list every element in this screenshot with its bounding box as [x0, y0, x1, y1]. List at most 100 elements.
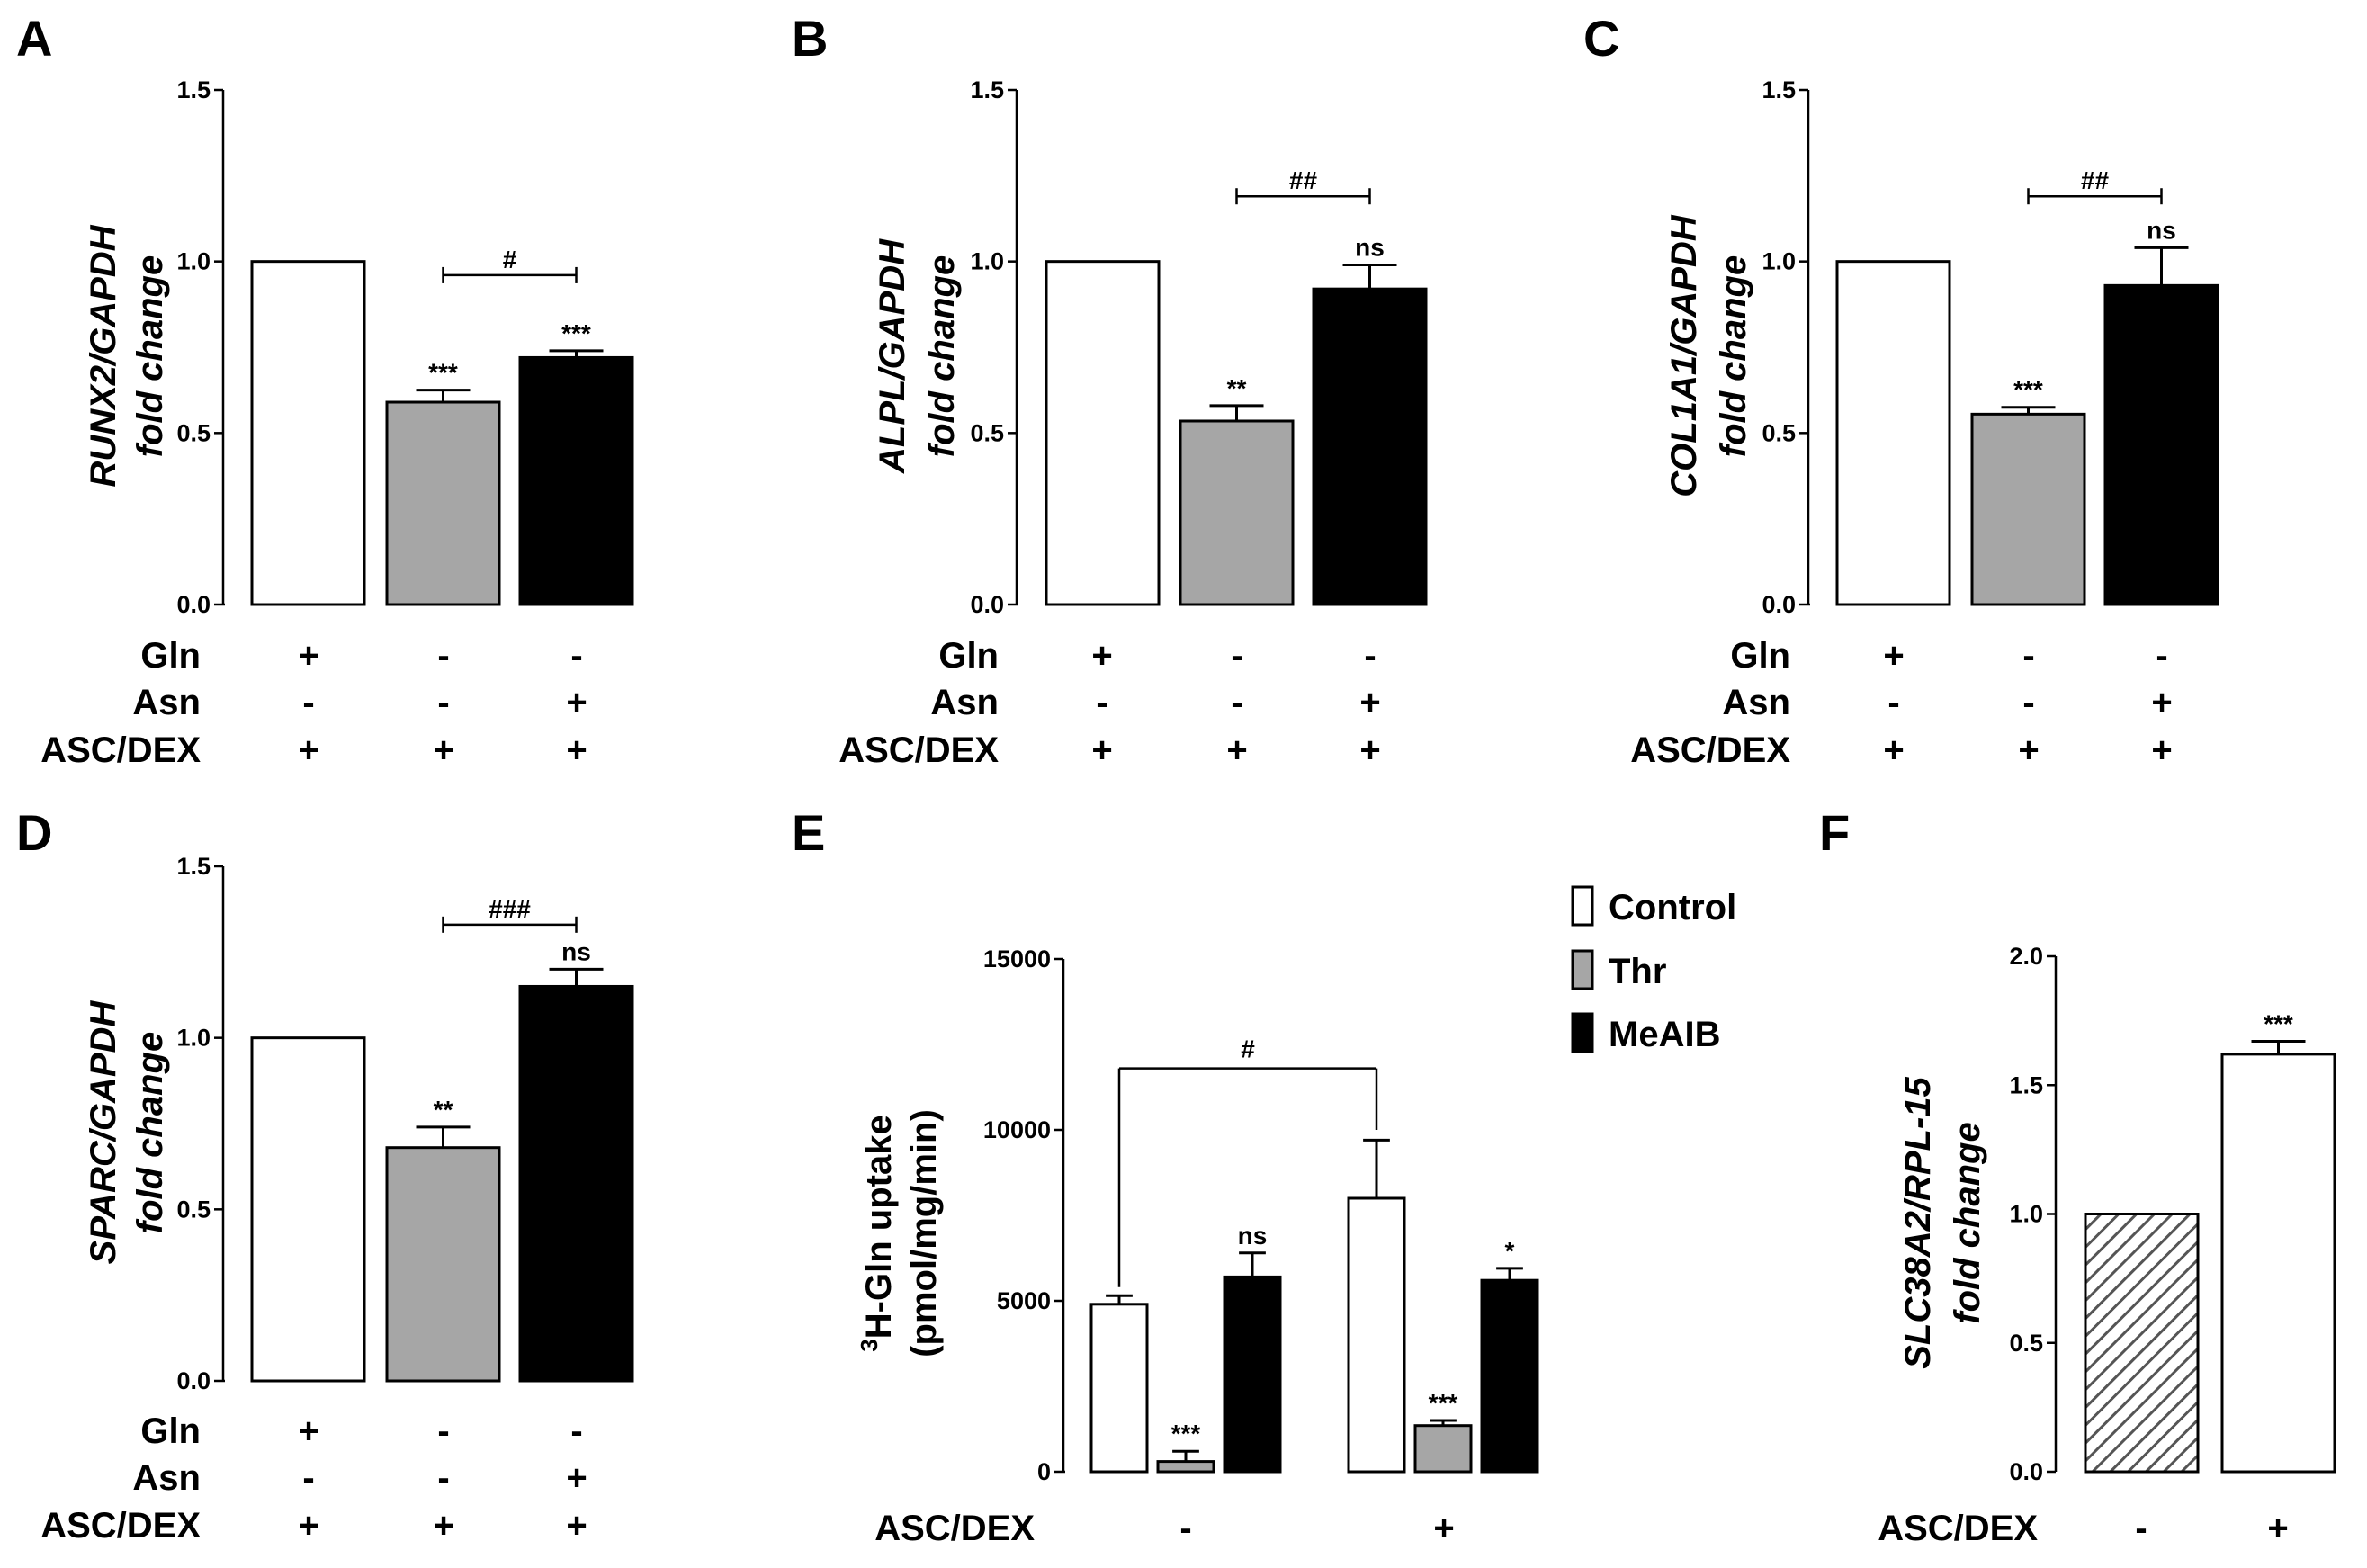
panel-e-y-tick-label: 0: [1037, 1458, 1051, 1485]
panel-d-condition-sign: -: [437, 1411, 449, 1451]
panel-e-group-label: -: [1179, 1509, 1191, 1548]
panel-e-legend-swatch: [1571, 885, 1594, 927]
panel-c-condition-sign: +: [2151, 683, 2172, 722]
panel-a-condition-sign: +: [566, 730, 587, 770]
panel-c-condition-label: Gln: [1730, 636, 1790, 676]
panel-d-significance-label: **: [434, 1096, 453, 1124]
panel-d-y-tick-label: 1.5: [176, 853, 211, 880]
panel-d-bar: [385, 1146, 501, 1383]
panel-e-label: E: [792, 804, 825, 861]
panel-e-thr-significance-label: ***: [1429, 1389, 1458, 1417]
panel-e-y-tick-label: 5000: [997, 1287, 1051, 1314]
panel-e-thr-significance-label: ***: [1171, 1420, 1201, 1447]
panel-b-bar: [1312, 287, 1428, 606]
panel-b-y-label-fold: fold change: [922, 255, 962, 457]
panel-e-y-label-text: H-Gln uptake: [859, 1115, 899, 1339]
panel-c-condition-sign: -: [1887, 683, 1899, 722]
panel-a-significance-label: ***: [428, 359, 458, 387]
panel-a-significance-label: ***: [561, 319, 591, 347]
panel-e-legend-label: MeAIB: [1609, 1015, 1720, 1054]
panel-b-y-tick-label: 1.0: [970, 248, 1004, 275]
panel-c-condition-label: ASC/DEX: [1630, 730, 1790, 770]
panel-d-label: D: [16, 804, 52, 861]
panel-d-condition-label: Gln: [140, 1411, 201, 1451]
panel-d-bar: [250, 1036, 366, 1383]
panel-d-condition-sign: +: [433, 1506, 453, 1546]
panel-a-bar: [385, 400, 501, 606]
panel-b-y-label-gene: ALPL/GAPDH: [873, 238, 912, 474]
panel-c-condition-label: Asn: [1722, 683, 1790, 722]
panel-c-significance-label: ns: [2147, 216, 2176, 244]
panel-a-bracket-label: #: [503, 246, 517, 273]
panel-a-condition-sign: -: [437, 683, 449, 722]
panel-b-condition-sign: +: [1091, 730, 1112, 770]
panel-e-meaib-significance-label: ns: [1238, 1222, 1268, 1250]
panel-f-x-sign: -: [2135, 1509, 2147, 1548]
panel-b-y-tick-label: 1.5: [970, 76, 1004, 103]
panel-f-label: F: [1819, 804, 1850, 861]
panel-f-y-tick-label: 0.5: [2009, 1330, 2043, 1357]
panel-b-condition-sign: -: [1096, 683, 1107, 722]
panel-a-y-tick-label: 1.0: [176, 248, 211, 275]
panel-b-condition-label: Asn: [930, 683, 999, 722]
panel-d-significance-label: ns: [561, 937, 591, 965]
panel-e-control-bar: [1089, 1303, 1149, 1474]
panel-c-condition-sign: +: [1883, 730, 1904, 770]
panel-e-thr-bar: [1413, 1424, 1473, 1474]
panel-e-y-label-line2: (pmol/mg/min): [904, 1109, 944, 1357]
panel-d-bar: [518, 984, 634, 1383]
panel-e-y-label-line1: 3H-Gln uptake: [856, 1115, 899, 1351]
panel-d-y-tick-label: 0.0: [176, 1367, 211, 1394]
panel-e-meaib-bar: [1223, 1275, 1282, 1474]
panel-d-y-label-fold: fold change: [130, 1032, 170, 1233]
panel-a-condition-label: Gln: [140, 636, 201, 676]
panel-f-bar: [2084, 1213, 2200, 1474]
panel-c-condition-sign: +: [1883, 636, 1904, 676]
panel-d-condition-sign: -: [570, 1411, 582, 1451]
panel-a-bar: [518, 355, 634, 606]
panel-d-condition-sign: +: [298, 1506, 318, 1546]
panel-b-y-tick-label: 0.0: [970, 591, 1004, 618]
panel-d-condition-sign: -: [302, 1458, 314, 1498]
panel-a-condition-sign: +: [298, 636, 318, 676]
panel-e-legend-swatch: [1571, 949, 1594, 990]
panel-e-legend-swatch: [1571, 1012, 1594, 1053]
panel-e-legend-label: Control: [1609, 888, 1736, 927]
panel-b-condition-sign: +: [1359, 683, 1380, 722]
panel-c-bracket-label: ##: [2081, 166, 2110, 194]
panel-c-condition-sign: +: [2151, 730, 2172, 770]
panel-f-y-label-gene: SLC38A2/RPL-15: [1898, 1076, 1938, 1368]
panel-e-group-label: +: [1433, 1509, 1454, 1548]
panel-f-y-tick-label: 2.0: [2009, 943, 2043, 970]
panel-d-condition-sign: -: [437, 1458, 449, 1498]
panel-c-y-tick-label: 0.5: [1762, 419, 1796, 446]
panel-c-condition-sign: -: [2022, 636, 2034, 676]
panel-f-y-tick-label: 1.0: [2009, 1201, 2043, 1228]
panel-c-y-label-gene: COL1A1/GAPDH: [1664, 214, 1704, 497]
panel-a-condition-sign: -: [570, 636, 582, 676]
panel-d-condition-label: ASC/DEX: [40, 1506, 201, 1546]
panel-c-y-label-fold: fold change: [1714, 255, 1753, 457]
panel-b-condition-sign: +: [1226, 730, 1247, 770]
panel-e-y-label-superscript: 3: [856, 1339, 883, 1351]
panel-b-condition-sign: +: [1091, 636, 1112, 676]
panel-b-bar: [1045, 260, 1161, 606]
panel-c-y-tick-label: 1.0: [1762, 248, 1796, 275]
panel-b-condition-label: Gln: [938, 636, 999, 676]
panel-b-bracket-label: ##: [1289, 166, 1318, 194]
panel-f-y-tick-label: 0.0: [2009, 1458, 2043, 1485]
panel-f-significance-label: ***: [2264, 1010, 2293, 1038]
panel-a-condition-sign: -: [437, 636, 449, 676]
panel-b-condition-sign: -: [1231, 683, 1242, 722]
panel-d-condition-sign: +: [566, 1458, 587, 1498]
panel-e-meaib-bar: [1480, 1278, 1539, 1474]
panel-a-bar: [250, 260, 366, 606]
panel-b-significance-label: ns: [1355, 233, 1385, 261]
panel-c-label: C: [1583, 10, 1619, 67]
panel-d-y-tick-label: 0.5: [176, 1196, 211, 1223]
panel-e-y-tick-label: 10000: [983, 1116, 1051, 1143]
panel-b-condition-sign: -: [1364, 636, 1376, 676]
panel-e-meaib-significance-label: *: [1505, 1237, 1515, 1265]
